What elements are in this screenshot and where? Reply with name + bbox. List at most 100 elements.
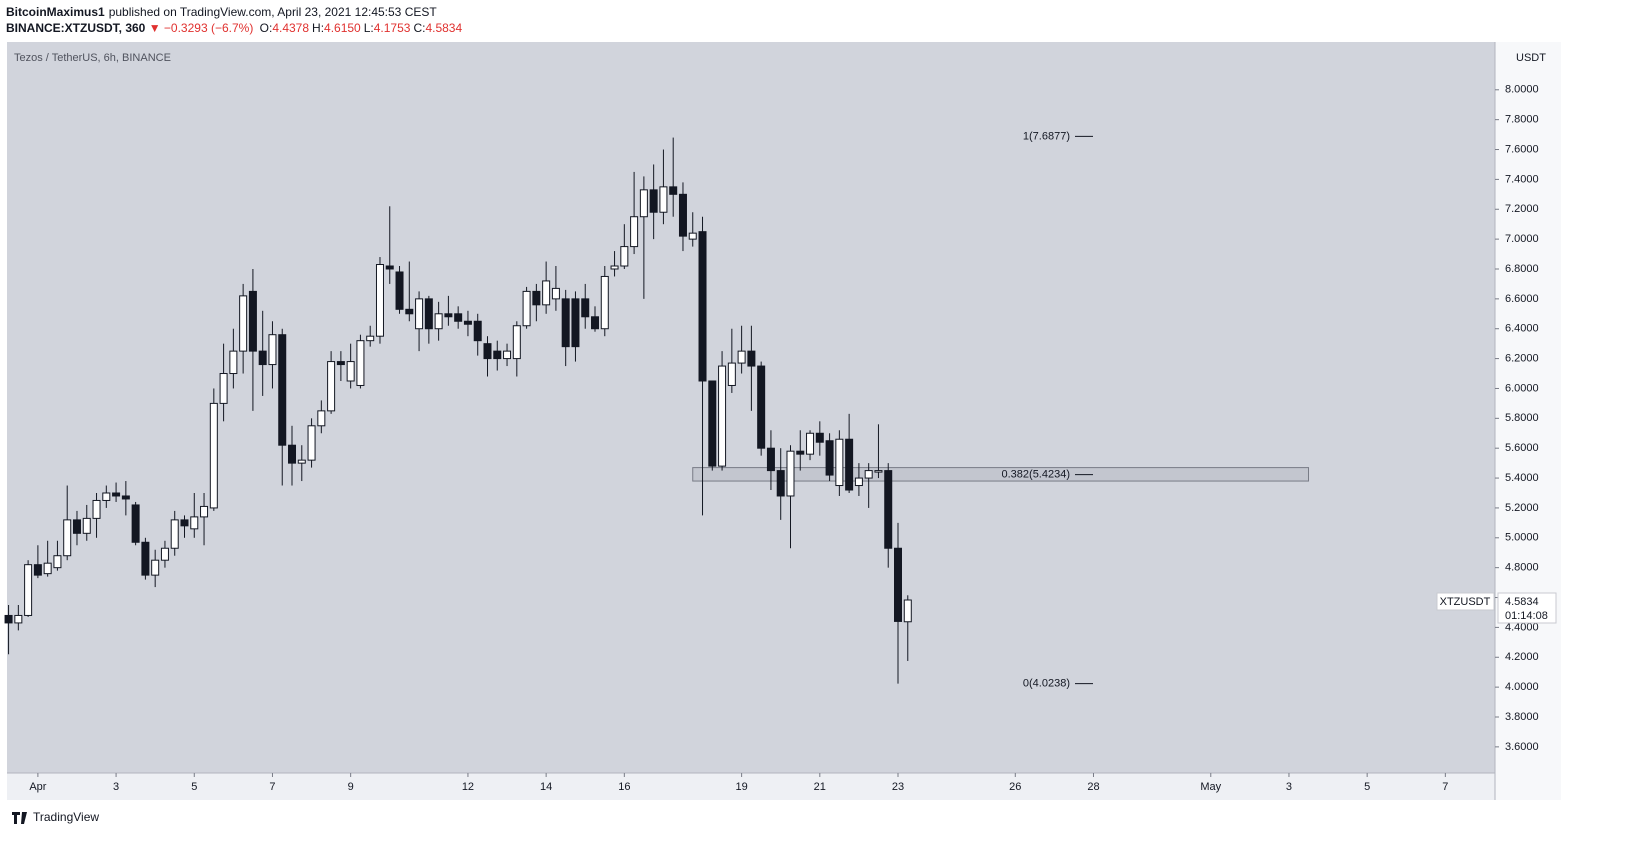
chart-title: Tezos / TetherUS, 6h, BINANCE (14, 52, 171, 64)
candle-body (395, 271, 404, 310)
candle (82, 504, 91, 541)
candle (346, 343, 355, 389)
x-tick-label: 14 (540, 781, 552, 793)
candle-body (160, 547, 169, 561)
candle-body (894, 547, 903, 622)
candle-body (297, 459, 306, 464)
candle (903, 595, 912, 661)
candle-body (180, 519, 189, 527)
candle (874, 424, 883, 479)
candle (444, 295, 453, 326)
x-tick-label: Apr (29, 781, 46, 793)
candle-body (248, 290, 257, 352)
candle (180, 515, 189, 538)
y-tick-label: 7.6000 (1505, 143, 1539, 155)
y-tick-label: 5.8000 (1505, 412, 1539, 424)
candle-body (551, 287, 560, 300)
candle-body (434, 313, 443, 330)
candle (845, 413, 854, 493)
candle-body (786, 450, 795, 497)
candle-body (327, 361, 336, 412)
y-tick-label: 4.4000 (1505, 621, 1539, 633)
ohlc-key: L: (363, 21, 374, 35)
symbol-tag (1436, 592, 1495, 611)
candle (825, 433, 834, 482)
candle-body (190, 516, 199, 530)
candle (248, 268, 257, 411)
y-tick-label: 6.8000 (1505, 263, 1539, 275)
candle-body (170, 519, 179, 549)
x-tick-label: 3 (1286, 781, 1292, 793)
candle (317, 400, 326, 434)
fib-level-label: 0.382(5.4234) (1002, 468, 1071, 480)
candle-body (141, 541, 150, 576)
candle-body (571, 298, 580, 348)
y-tick-label: 7.2000 (1505, 203, 1539, 215)
candle-body (718, 365, 727, 467)
candle (669, 137, 678, 217)
y-tick-label: 6.0000 (1505, 382, 1539, 394)
symbol-tag-label: XTZUSDT (1440, 596, 1491, 608)
x-tick-label: 21 (814, 781, 826, 793)
candle-body (385, 265, 394, 270)
candle (659, 149, 668, 225)
candle-body (698, 231, 707, 382)
x-tick-label: 5 (1364, 781, 1370, 793)
candle (288, 425, 297, 486)
ohlc-line: BINANCE:XTZUSDT, 360 ▼ −0.3293 (−6.7%) O… (6, 21, 462, 35)
y-tick-label: 7.8000 (1505, 114, 1539, 126)
candle (92, 492, 101, 538)
x-tick-label: 26 (1009, 781, 1021, 793)
x-tick-label: 16 (618, 781, 630, 793)
candle (483, 336, 492, 377)
candle (727, 328, 736, 393)
candle-body (864, 470, 873, 479)
ohlc-value: 4.6150 (324, 21, 361, 35)
candle (747, 325, 756, 411)
candle-body (854, 477, 863, 487)
candle-body (424, 298, 433, 330)
footer-logo (12, 812, 27, 824)
candle-body (825, 440, 834, 476)
candle-body (737, 350, 746, 364)
candle-body (581, 298, 590, 318)
candle-body (356, 340, 365, 386)
y-tick-label: 4.2000 (1505, 651, 1539, 663)
candle (649, 164, 658, 240)
candle-body (258, 350, 267, 366)
candle (366, 325, 375, 347)
candle-body (532, 290, 541, 306)
candle (434, 301, 443, 341)
ohlc-key: H: (312, 21, 325, 35)
candle-body (33, 564, 42, 576)
candle-body (561, 298, 570, 348)
candle-body (336, 361, 345, 366)
candle-body (473, 320, 482, 342)
y-tick-label: 7.4000 (1505, 173, 1539, 185)
candle-body (874, 470, 883, 473)
candle (718, 351, 727, 471)
candle (356, 334, 365, 389)
candle-body (317, 410, 326, 427)
candle (327, 351, 336, 414)
candle (884, 463, 893, 568)
candle (219, 343, 228, 422)
y-tick-label: 3.8000 (1505, 711, 1539, 723)
candle (424, 295, 433, 344)
candle (43, 540, 52, 577)
candle (131, 501, 140, 546)
candle-body (639, 189, 648, 218)
candle-body (200, 505, 209, 518)
x-tick-label: 7 (1442, 781, 1448, 793)
candle-body (229, 350, 238, 375)
x-axis-area (7, 773, 1495, 800)
ohlc-key: C: (413, 21, 426, 35)
publish-line: BitcoinMaximus1 published on TradingView.… (6, 5, 437, 19)
candle-body (375, 264, 384, 337)
y-tick-label: 5.6000 (1505, 442, 1539, 454)
candle-body (444, 313, 453, 318)
candle-body (72, 519, 81, 534)
candle (766, 430, 775, 491)
candle-body (219, 373, 228, 404)
